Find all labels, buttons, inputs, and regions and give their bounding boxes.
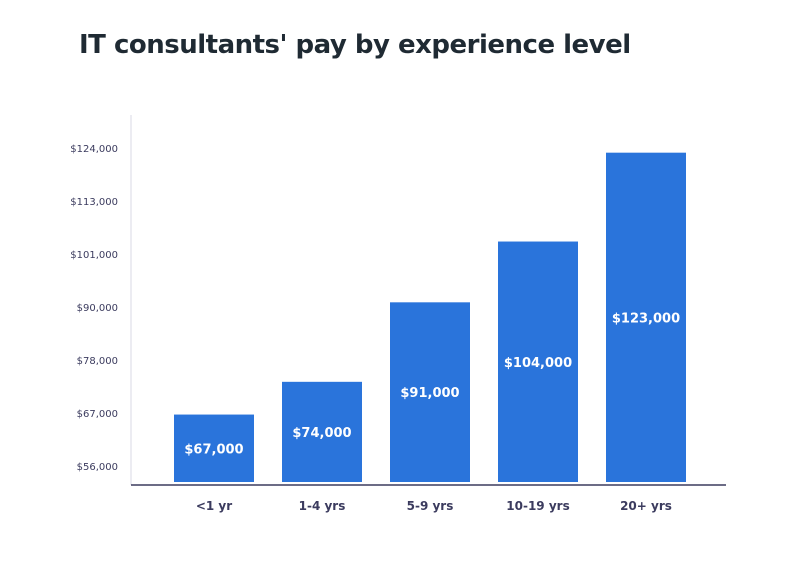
bar-value-label: $91,000 <box>400 386 459 401</box>
bar-value-label: $123,000 <box>612 311 680 326</box>
bar <box>390 302 470 482</box>
bar <box>174 414 254 482</box>
x-category-label: 5-9 yrs <box>407 499 454 513</box>
chart-title: IT consultants' pay by experience level <box>79 30 631 60</box>
x-category-label: 1-4 yrs <box>299 499 346 513</box>
bar <box>498 241 578 482</box>
y-tick-label: $78,000 <box>77 356 118 367</box>
x-category-label: 20+ yrs <box>620 499 672 513</box>
x-category-label: 10-19 yrs <box>506 499 569 513</box>
y-tick-label: $124,000 <box>70 144 118 155</box>
bar-value-label: $104,000 <box>504 356 572 371</box>
bar-value-label: $67,000 <box>184 442 243 457</box>
y-tick-label: $67,000 <box>77 409 118 420</box>
y-tick-label: $56,000 <box>77 462 118 473</box>
bar-value-label: $74,000 <box>292 426 351 441</box>
y-tick-label: $101,000 <box>70 250 118 261</box>
bar <box>282 381 362 482</box>
x-category-label: <1 yr <box>196 499 232 513</box>
y-tick-label: $90,000 <box>77 303 118 314</box>
y-tick-label: $113,000 <box>70 197 118 208</box>
bar <box>606 152 686 483</box>
